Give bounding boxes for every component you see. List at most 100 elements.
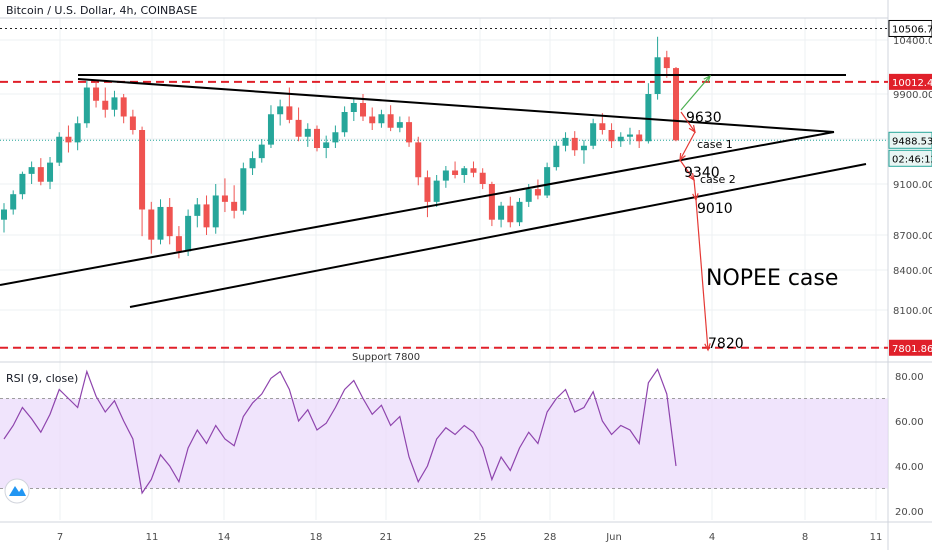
candle-body (433, 180, 440, 202)
candle-body (221, 195, 228, 202)
candle-body (37, 167, 44, 182)
time-axis: 7 11 14 18 21 25 28 Jun 4 8 11 (57, 532, 883, 543)
time-tick-label: 11 (870, 532, 883, 543)
candle-body (608, 130, 615, 142)
candle-body (488, 184, 495, 220)
rsi-line (3, 367, 677, 495)
candle-body (47, 162, 54, 182)
candle-body (516, 201, 523, 223)
candle-body (360, 103, 367, 117)
time-tick-label: 25 (474, 532, 487, 543)
candle-body (102, 100, 109, 110)
arrow-breakout-up-head (703, 74, 711, 83)
candle-body (626, 134, 633, 137)
annotation-9010: 9010 (697, 201, 733, 217)
candle-body (277, 106, 284, 115)
candle-body (258, 144, 265, 159)
candle-body (304, 128, 311, 137)
arrow-case1-down (679, 159, 695, 181)
price-tick-label: 9900.00 (893, 90, 932, 101)
candle-body (580, 145, 587, 151)
candle-body (617, 136, 624, 142)
candle-body (10, 194, 17, 210)
candle-body (249, 158, 256, 169)
candle-body (479, 172, 486, 184)
arrow-to-9010 (693, 179, 697, 201)
candle-body (498, 205, 505, 220)
grid-lines (0, 18, 888, 520)
candle-body (332, 132, 339, 143)
price-tick-label: 8700.00 (893, 231, 932, 242)
candle-body (562, 137, 569, 146)
price-label-box (889, 73, 932, 90)
price-label-green: 9488.53 (888, 131, 932, 149)
candle-body (111, 97, 118, 110)
candle-body (65, 136, 72, 143)
candle-body (295, 119, 302, 137)
candle-body (406, 122, 413, 143)
time-tick-label: Jun (605, 532, 622, 543)
annotation-case-1: case 1 (697, 138, 733, 151)
candle-body (470, 168, 477, 173)
time-tick-label: 28 (544, 532, 557, 543)
candle-body (553, 145, 560, 168)
annotation-case-2: case 2 (700, 173, 736, 186)
candle-body (93, 87, 100, 101)
ascending-trendline (0, 131, 835, 286)
price-label-text: 9488.53 (892, 136, 932, 147)
lower-channel-trendline (129, 163, 867, 308)
candle-body (56, 136, 63, 163)
price-label-text: 02:46:12 (892, 154, 932, 165)
candle-body (571, 137, 578, 151)
candle-body (1, 209, 7, 220)
candle-body (534, 189, 541, 196)
candle-body (424, 177, 431, 202)
candle-body (590, 123, 597, 146)
candle-body (396, 122, 403, 128)
time-tick-label: 18 (310, 532, 323, 543)
candle-body (19, 173, 26, 195)
time-tick-label: 4 (709, 532, 715, 543)
rsi-pane: 80.00 60.00 40.00 20.00 (0, 367, 924, 518)
price-labels: 10506.72 10012.40 9488.53 02:46:12 7801.86 (888, 19, 932, 356)
candle-body (267, 114, 274, 145)
arrow-to-7820 (695, 199, 709, 351)
candle-body (83, 87, 90, 124)
candle-body (185, 215, 192, 252)
rsi-tick-label: 60.00 (895, 417, 924, 428)
rsi-tick-label: 80.00 (895, 372, 924, 383)
candle-body (673, 68, 679, 141)
candle-body (387, 114, 394, 128)
candle-body (525, 189, 532, 202)
candle-body (286, 106, 293, 120)
candle-body (313, 128, 320, 148)
time-tick-label: 14 (218, 532, 231, 543)
candle-body (157, 206, 164, 240)
time-tick-label: 21 (380, 532, 393, 543)
candle-body (350, 103, 357, 112)
price-label-red: 10012.40 (889, 73, 932, 90)
trendlines (0, 74, 867, 308)
candle-body (323, 142, 330, 148)
rsi-title: RSI (9, close) (6, 372, 79, 385)
candle-body (507, 205, 514, 223)
candle-body (240, 168, 247, 211)
price-label-red: 7801.86 (889, 339, 932, 356)
price-tick-label: 10400.00 (893, 36, 932, 47)
time-tick-label: 7 (57, 532, 63, 543)
annotation-9630: 9630 (686, 110, 722, 126)
arrow-to-9630 (680, 111, 696, 133)
candle-body (120, 97, 127, 117)
candle-body (175, 236, 182, 252)
price-label-text: 10012.40 (892, 78, 932, 89)
candle-body (636, 134, 643, 142)
annotation-7820: 7820 (708, 336, 744, 352)
annotation-nopee-case: NOPEE case (706, 266, 838, 291)
candle-body (378, 114, 385, 124)
candle-body (369, 116, 376, 124)
arrow-to-9340 (679, 131, 696, 161)
annotation-9340: 9340 (684, 165, 720, 181)
candle-body (166, 206, 173, 237)
